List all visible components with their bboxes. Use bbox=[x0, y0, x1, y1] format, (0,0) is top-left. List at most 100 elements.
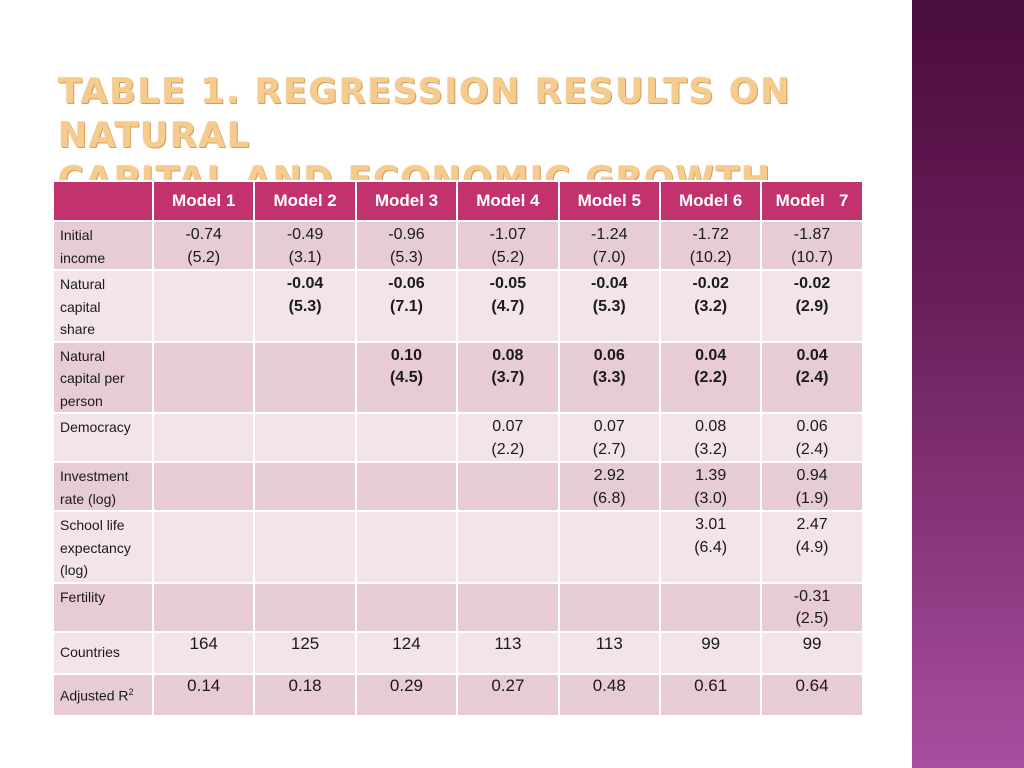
table-cell: 0.06 (3.3) bbox=[557, 340, 661, 414]
coefficient-value: 125 bbox=[290, 633, 320, 653]
header-cell-model-6: Model 6 bbox=[658, 180, 763, 222]
row-label-line: person bbox=[60, 392, 103, 409]
table-cell: 2.92 (6.8) bbox=[557, 461, 661, 512]
coefficient-value: -0.06 bbox=[388, 275, 425, 292]
header-cell-blank bbox=[52, 180, 154, 222]
t-statistic: (3.0) bbox=[694, 489, 728, 507]
table-cell: 0.27 bbox=[456, 672, 560, 717]
coefficient-value: 0.08 bbox=[695, 418, 727, 435]
table-cell bbox=[658, 581, 763, 633]
table-cell bbox=[151, 340, 256, 414]
row-label-line: Natural bbox=[60, 276, 106, 292]
t-statistic: (3.2) bbox=[694, 440, 728, 458]
t-statistic: (7.1) bbox=[390, 297, 423, 315]
table-cell: -1.24 (7.0) bbox=[557, 220, 661, 271]
coefficient-value: 0.94 bbox=[796, 467, 828, 484]
regression-results-table: Model 1 Model 2 Model 3 Model 4 Model 5 … bbox=[52, 180, 864, 717]
coefficient-value: -0.02 bbox=[692, 275, 729, 292]
row-label-text: Adjusted R bbox=[60, 688, 129, 705]
t-statistic: (3.7) bbox=[491, 369, 525, 386]
coefficient-value: 2.92 bbox=[593, 467, 625, 484]
table-cell: 0.29 bbox=[354, 672, 459, 717]
row-label-line: rate (log) bbox=[60, 490, 117, 507]
coefficient-value: 0.04 bbox=[695, 346, 727, 364]
coefficient-value: -1.87 bbox=[793, 226, 831, 243]
t-statistic: (10.2) bbox=[689, 248, 732, 266]
t-statistic: (2.2) bbox=[491, 440, 525, 458]
coefficient-value: 0.06 bbox=[796, 418, 828, 435]
t-statistic: (3.2) bbox=[694, 297, 728, 315]
row-label-line: capital bbox=[60, 298, 101, 315]
coefficient-value: 3.01 bbox=[695, 516, 727, 533]
table-cell: -0.05 (4.7) bbox=[456, 269, 560, 343]
row-label: Investment rate (log) bbox=[52, 461, 154, 512]
header-cell-model-1: Model 1 bbox=[151, 180, 256, 222]
header-cell-model-7: Model 7 bbox=[760, 180, 864, 222]
t-statistic: (4.7) bbox=[491, 297, 525, 315]
table-cell bbox=[253, 461, 357, 512]
coefficient-value: 1.39 bbox=[695, 467, 727, 484]
t-statistic: (2.2) bbox=[694, 369, 728, 386]
t-statistic: (3.3) bbox=[592, 369, 626, 386]
coefficient-value: 0.64 bbox=[795, 675, 829, 695]
row-label: School life expectancy (log) bbox=[52, 510, 154, 584]
table-row: Initial income -0.74 (5.2) -0.49 (3.1) -0.96 (5… bbox=[52, 220, 864, 271]
coefficient-value: 2.47 bbox=[796, 516, 828, 533]
row-label: Fertility bbox=[52, 581, 154, 633]
table-header-row: Model 1 Model 2 Model 3 Model 4 Model 5 … bbox=[52, 180, 864, 222]
table-cell: 3.01 (6.4) bbox=[658, 510, 763, 584]
t-statistic: (5.2) bbox=[491, 248, 525, 266]
coefficient-value: 99 bbox=[802, 633, 822, 653]
header-cell-model-4: Model 4 bbox=[456, 180, 560, 222]
t-statistic: (2.5) bbox=[795, 610, 829, 627]
t-statistic: (1.9) bbox=[795, 489, 829, 507]
row-label-line: Democracy bbox=[60, 419, 131, 435]
table-cell: -0.04 (5.3) bbox=[253, 269, 357, 343]
t-statistic: (5.3) bbox=[288, 297, 322, 315]
table-cell: -0.04 (5.3) bbox=[557, 269, 661, 343]
table-cell bbox=[253, 510, 357, 584]
table-cell bbox=[354, 412, 459, 463]
table-cell: -0.49 (3.1) bbox=[253, 220, 357, 271]
row-label-line: (log) bbox=[60, 562, 89, 578]
coefficient-value: 0.06 bbox=[593, 346, 625, 364]
table-cell: -1.07 (5.2) bbox=[456, 220, 560, 271]
table-row: Natural capital share -0.04 (5.3) -0.06 (7.1) -… bbox=[52, 269, 864, 343]
table-cell: -1.72 (10.2) bbox=[658, 220, 763, 271]
coefficient-value: 0.48 bbox=[592, 675, 626, 695]
row-label-line: Investment bbox=[60, 468, 129, 484]
coefficient-value: 0.10 bbox=[390, 346, 423, 364]
t-statistic: (5.3) bbox=[390, 248, 423, 266]
table-cell bbox=[151, 269, 256, 343]
row-label-line: Initial bbox=[60, 227, 93, 243]
table-row: Natural capital per person 0.10 (4.5) 0.08 (3.… bbox=[52, 340, 864, 414]
table-cell: -0.02 (2.9) bbox=[760, 269, 864, 343]
table-cell: 0.08 (3.7) bbox=[456, 340, 560, 414]
table-cell: 125 bbox=[253, 630, 357, 675]
table-cell: 2.47 (4.9) bbox=[760, 510, 864, 584]
coefficient-value: 0.18 bbox=[288, 675, 322, 695]
table-cell bbox=[151, 581, 256, 633]
table-row: Investment rate (log) 2.92 (6.8) 1.39 (3.0) 0.… bbox=[52, 461, 864, 512]
t-statistic: (7.0) bbox=[592, 248, 626, 266]
table-cell: -0.02 (3.2) bbox=[658, 269, 763, 343]
decorative-side-band bbox=[912, 0, 1024, 768]
slide-title-line-1: Table 1. Regression results on natural bbox=[58, 72, 792, 156]
table-cell bbox=[557, 510, 661, 584]
row-label-line: share bbox=[60, 321, 96, 337]
table-cell bbox=[456, 461, 560, 512]
t-statistic: (5.2) bbox=[187, 248, 221, 266]
t-statistic: (6.4) bbox=[694, 538, 728, 556]
table-cell bbox=[151, 412, 256, 463]
coefficient-value: -1.72 bbox=[692, 226, 729, 243]
coefficient-value: -0.96 bbox=[388, 226, 425, 243]
t-statistic: (3.1) bbox=[288, 248, 322, 266]
row-label-line: Adjusted R2 bbox=[60, 681, 152, 707]
table-cell: 0.94 (1.9) bbox=[760, 461, 864, 512]
coefficient-value: -0.04 bbox=[286, 275, 324, 292]
table-cell bbox=[253, 412, 357, 463]
coefficient-value: -1.07 bbox=[489, 226, 527, 243]
coefficient-value: -0.05 bbox=[489, 275, 527, 292]
table-cell: -0.31 (2.5) bbox=[760, 581, 864, 633]
table-row: Adjusted R2 0.14 0.18 0.29 0.27 0.48 0.61 0.64 bbox=[52, 672, 864, 717]
